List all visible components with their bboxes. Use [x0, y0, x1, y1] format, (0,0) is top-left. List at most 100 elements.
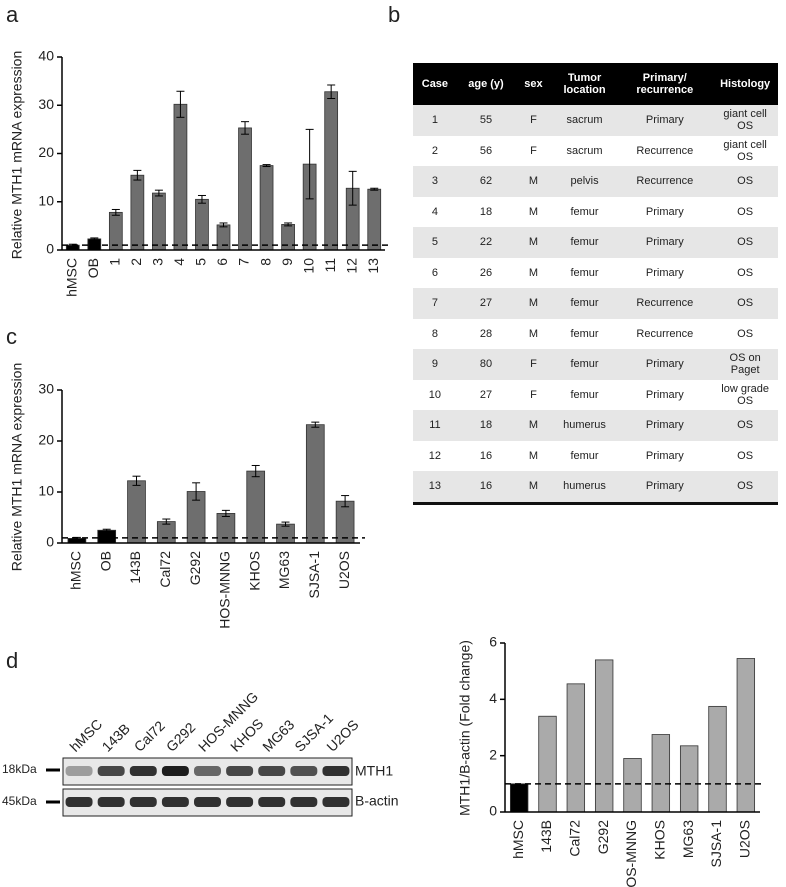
table-cell: giant cell OS	[712, 105, 778, 136]
header-cell: sex	[515, 63, 552, 105]
x-tick-label: 1	[107, 258, 123, 266]
bar	[324, 91, 339, 251]
lane-label: Cal72	[131, 717, 168, 754]
table-cell: 55	[456, 105, 516, 136]
bar	[238, 127, 252, 251]
x-tick-label: OB	[97, 551, 113, 571]
band	[226, 766, 254, 776]
bar	[367, 188, 382, 251]
table-cell: Recurrence	[617, 166, 713, 197]
marker-label: 18kDa	[2, 762, 37, 776]
table-cell: M	[515, 166, 552, 197]
lane-label: G292	[163, 719, 199, 755]
y-tick-label: 2	[489, 746, 497, 762]
table-cell: low grade OS	[721, 382, 769, 407]
bar	[173, 103, 188, 251]
y-tick-label: 0	[46, 241, 54, 257]
x-tick-label: G292	[187, 551, 203, 585]
table-cell: femur	[551, 349, 618, 380]
y-tick-label: 20	[38, 432, 54, 448]
table-cell: femur	[551, 288, 618, 319]
table-cell: 27	[456, 288, 516, 319]
bar	[281, 224, 295, 251]
header-row: Case age (y) sex Tumor location Primary/ rec…	[413, 63, 778, 105]
y-tick-label: 10	[38, 192, 54, 208]
y-tick-label: 0	[46, 534, 54, 550]
y-tick-label: 20	[38, 144, 54, 160]
x-tick-label: hMSC	[68, 551, 84, 590]
table-cell: femur	[570, 327, 599, 340]
band	[322, 797, 350, 807]
bar	[97, 529, 117, 544]
x-tick-label: U2OS	[336, 551, 352, 589]
table-cell: 27	[479, 388, 493, 401]
band	[194, 766, 221, 776]
x-tick-label: 2	[128, 258, 144, 266]
bar	[216, 224, 231, 251]
bar	[305, 424, 325, 544]
x-tick-label: 3	[150, 258, 166, 266]
table-cell: 11	[413, 410, 457, 441]
x-tick-label: OB	[85, 258, 101, 278]
table-cell: Primary	[645, 266, 684, 279]
x-tick-label: 143B	[538, 820, 554, 853]
table-cell: humerus	[551, 471, 618, 503]
header-cell: Histology	[712, 63, 778, 105]
table-cell: OS	[712, 288, 778, 319]
table-cell: F	[515, 349, 552, 380]
x-tick-label: 8	[257, 258, 273, 266]
band	[161, 797, 189, 807]
x-tick-label: 143B	[127, 551, 143, 584]
table-cell: Primary	[617, 105, 713, 136]
bar	[623, 758, 642, 813]
table-cell: OS	[712, 410, 778, 441]
x-tick-label: Cal72	[157, 551, 173, 588]
lane-label: hMSC	[66, 716, 105, 755]
bar	[594, 659, 614, 813]
y-tick-label: 40	[38, 48, 54, 64]
table-cell: 6	[431, 266, 438, 279]
y-tick-label: 30	[38, 96, 54, 112]
band	[290, 797, 318, 807]
bar	[152, 192, 166, 251]
table-cell: M	[515, 471, 552, 503]
table-cell: OS	[737, 327, 754, 340]
y-axis-label: Relative MTH1 mRNA expression	[9, 363, 25, 572]
band	[258, 797, 286, 807]
marker-label: 45kDa	[2, 794, 37, 808]
y-tick-label: 4	[489, 690, 497, 706]
band	[194, 797, 221, 807]
x-tick-label: HOS-MNNG	[217, 551, 233, 629]
x-tick-label: SJSA-1	[708, 820, 724, 868]
table-cell: Primary	[645, 205, 684, 218]
bar	[566, 683, 586, 813]
table-cell: Primary	[617, 349, 713, 380]
x-tick-label: 7	[236, 258, 252, 266]
table-cell: Recurrence	[636, 327, 694, 340]
table-cell: 8	[431, 327, 438, 340]
table-cell: F	[530, 144, 537, 157]
lane-label: 143B	[99, 720, 133, 754]
table-cell: 4	[431, 205, 438, 218]
bar	[156, 521, 176, 544]
bar	[736, 658, 756, 813]
bar	[127, 480, 146, 544]
table-cell: OS	[737, 449, 754, 462]
band	[290, 766, 318, 776]
table-cell: 56	[479, 144, 493, 157]
table-cell: 18	[456, 410, 516, 441]
x-tick-label: 9	[279, 258, 295, 266]
table-cell: 1	[413, 105, 457, 136]
table-cell: sacrum	[566, 144, 603, 157]
y-axis-label: MTH1/B-actin (Fold change)	[457, 640, 473, 816]
